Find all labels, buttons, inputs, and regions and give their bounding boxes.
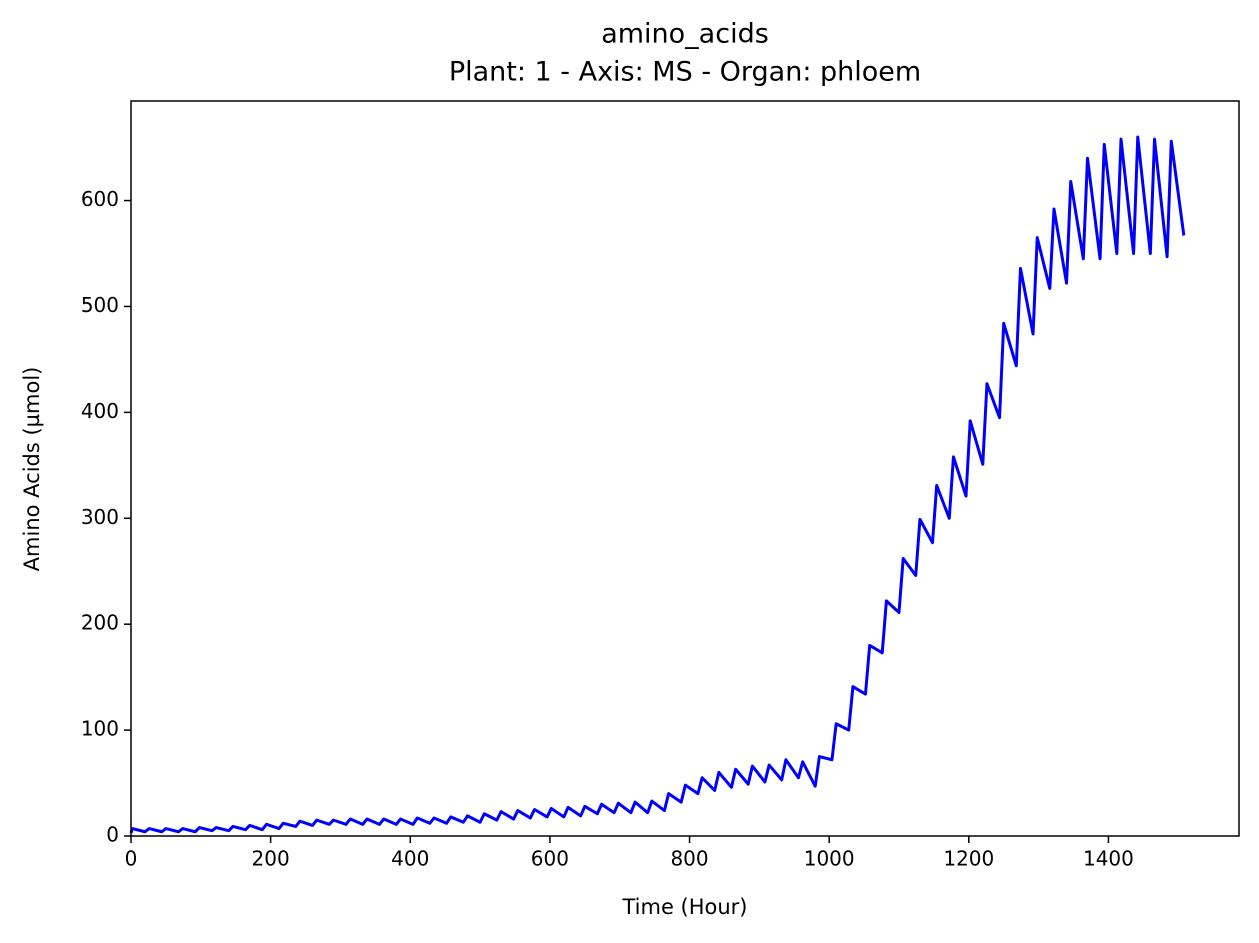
x-tick-label: 800: [670, 847, 708, 871]
x-tick-label: 1200: [943, 847, 994, 871]
chart-title: amino_acids: [601, 19, 769, 50]
x-tick-label: 0: [125, 847, 138, 871]
y-tick-label: 100: [81, 717, 119, 741]
y-axis-label: Amino Acids (µmol): [20, 367, 44, 572]
x-tick-label: 1000: [804, 847, 855, 871]
x-tick-label: 200: [252, 847, 290, 871]
data-line: [129, 135, 1186, 834]
y-tick-label: 300: [81, 505, 119, 529]
y-tick-label: 600: [81, 187, 119, 211]
y-tick-label: 200: [81, 611, 119, 635]
y-tick-label: 0: [106, 823, 119, 847]
chart-subtitle: Plant: 1 - Axis: MS - Organ: phloem: [449, 57, 921, 88]
x-axis-label: Time (Hour): [621, 895, 747, 919]
y-tick-label: 500: [81, 293, 119, 317]
plot-frame: [130, 100, 1240, 837]
x-tick-label: 400: [391, 847, 429, 871]
y-tick-label: 400: [81, 399, 119, 423]
x-tick-label: 600: [531, 847, 569, 871]
x-tick-label: 1400: [1083, 847, 1134, 871]
